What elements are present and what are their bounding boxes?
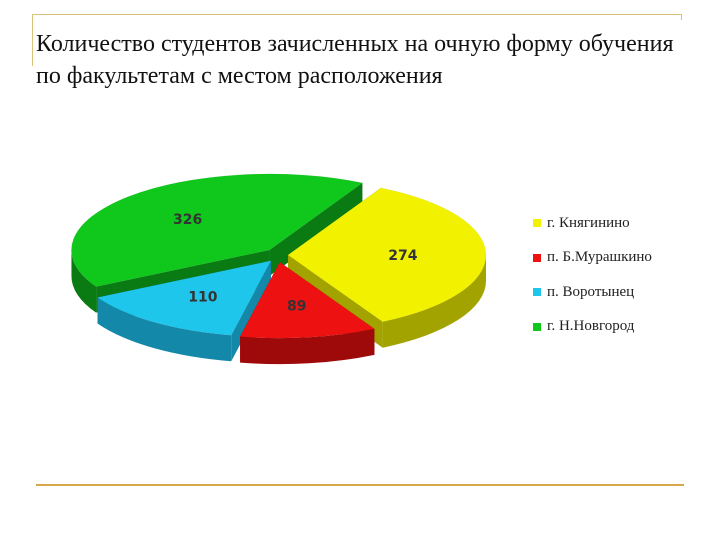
legend-item-kniaginino: г. Княгинино (533, 206, 652, 241)
legend-label-n-novgorod: г. Н.Новгород (547, 318, 635, 335)
slice-side-vorotynets (97, 297, 232, 362)
legend-item-n-novgorod: г. Н.Новгород (533, 310, 652, 345)
legend-label-vorotynets: п. Воротынец (547, 283, 635, 300)
data-label-b-murashkino: 89 (287, 299, 306, 315)
legend-swatch-kniaginino (533, 219, 541, 228)
slice-side-kniaginino (382, 254, 486, 348)
bottom-rule (36, 484, 684, 486)
slice-b-murashkino (239, 261, 376, 339)
legend-label-kniaginino: г. Княгинино (547, 214, 630, 231)
slice-n-novgorod (71, 173, 364, 287)
slide-title: Количество студентов зачисленных на очну… (36, 31, 674, 89)
legend-swatch-n-novgorod (533, 322, 541, 331)
data-label-kniaginino: 274 (388, 248, 417, 264)
legend-item-b-murashkino: п. Б.Мурашкино (533, 241, 652, 276)
legend-item-vorotynets: п. Воротынец (533, 275, 652, 310)
slice-vorotynets (96, 260, 272, 336)
legend-label-b-murashkino: п. Б.Мурашкино (547, 249, 652, 266)
chart-legend: г. Княгинино п. Б.Мурашкино п. Воротынец… (533, 206, 652, 344)
slice-side-b-murashkino (240, 328, 375, 365)
slide-frame-left (32, 14, 33, 66)
data-label-n-novgorod: 326 (173, 212, 202, 228)
legend-swatch-vorotynets (533, 288, 541, 297)
slide-frame-right (681, 14, 682, 20)
data-label-vorotynets: 110 (188, 289, 217, 305)
slide-frame-top (32, 14, 682, 15)
slice-kniaginino (287, 187, 487, 322)
slice-side-n-novgorod (71, 249, 97, 313)
legend-swatch-b-murashkino (533, 253, 541, 262)
